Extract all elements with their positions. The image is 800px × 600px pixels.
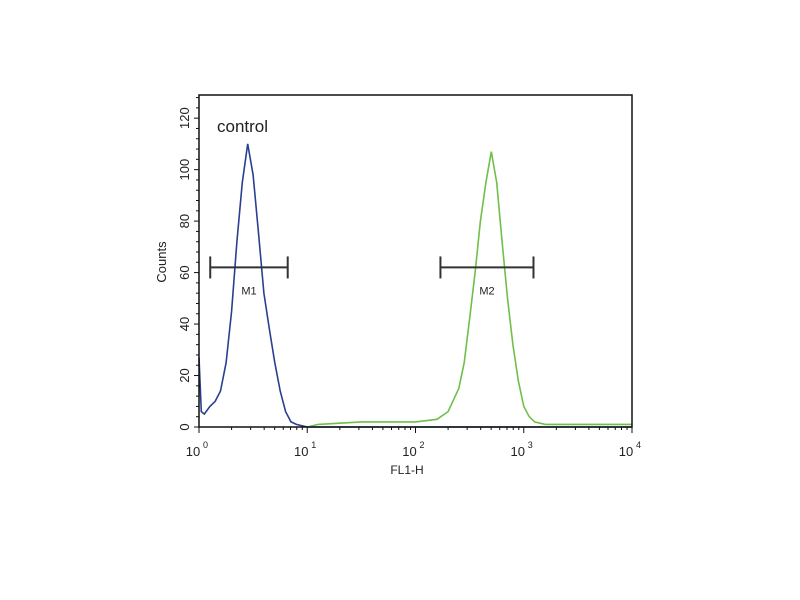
x-tick-label: 10 xyxy=(511,444,525,459)
x-tick-label: 10 xyxy=(619,444,633,459)
annotation-control: control xyxy=(217,117,268,136)
y-tick-label: 20 xyxy=(177,368,192,382)
y-axis-label: Counts xyxy=(154,241,169,283)
plot-frame xyxy=(198,94,633,428)
x-tick-exponent: 2 xyxy=(420,440,425,450)
y-tick-label: 120 xyxy=(177,107,192,129)
y-tick-label: 40 xyxy=(177,317,192,331)
x-tick-label: 10 xyxy=(186,444,200,459)
y-tick-label: 80 xyxy=(177,214,192,228)
x-tick-exponent: 0 xyxy=(203,440,208,450)
series-line-1 xyxy=(198,143,632,428)
x-tick-label: 10 xyxy=(402,444,416,459)
series-line-2 xyxy=(307,151,632,428)
x-tick-exponent: 4 xyxy=(636,440,641,450)
y-tick-label: 60 xyxy=(177,265,192,279)
x-axis-label: FL1-H xyxy=(390,463,423,477)
x-tick-exponent: 3 xyxy=(528,440,533,450)
y-tick-label: 0 xyxy=(177,423,192,430)
marker-label-M1: M1 xyxy=(241,285,256,297)
x-tick-label: 10 xyxy=(294,444,308,459)
marker-label-M2: M2 xyxy=(479,285,494,297)
x-tick-exponent: 1 xyxy=(311,440,316,450)
y-tick-label: 100 xyxy=(177,159,192,181)
